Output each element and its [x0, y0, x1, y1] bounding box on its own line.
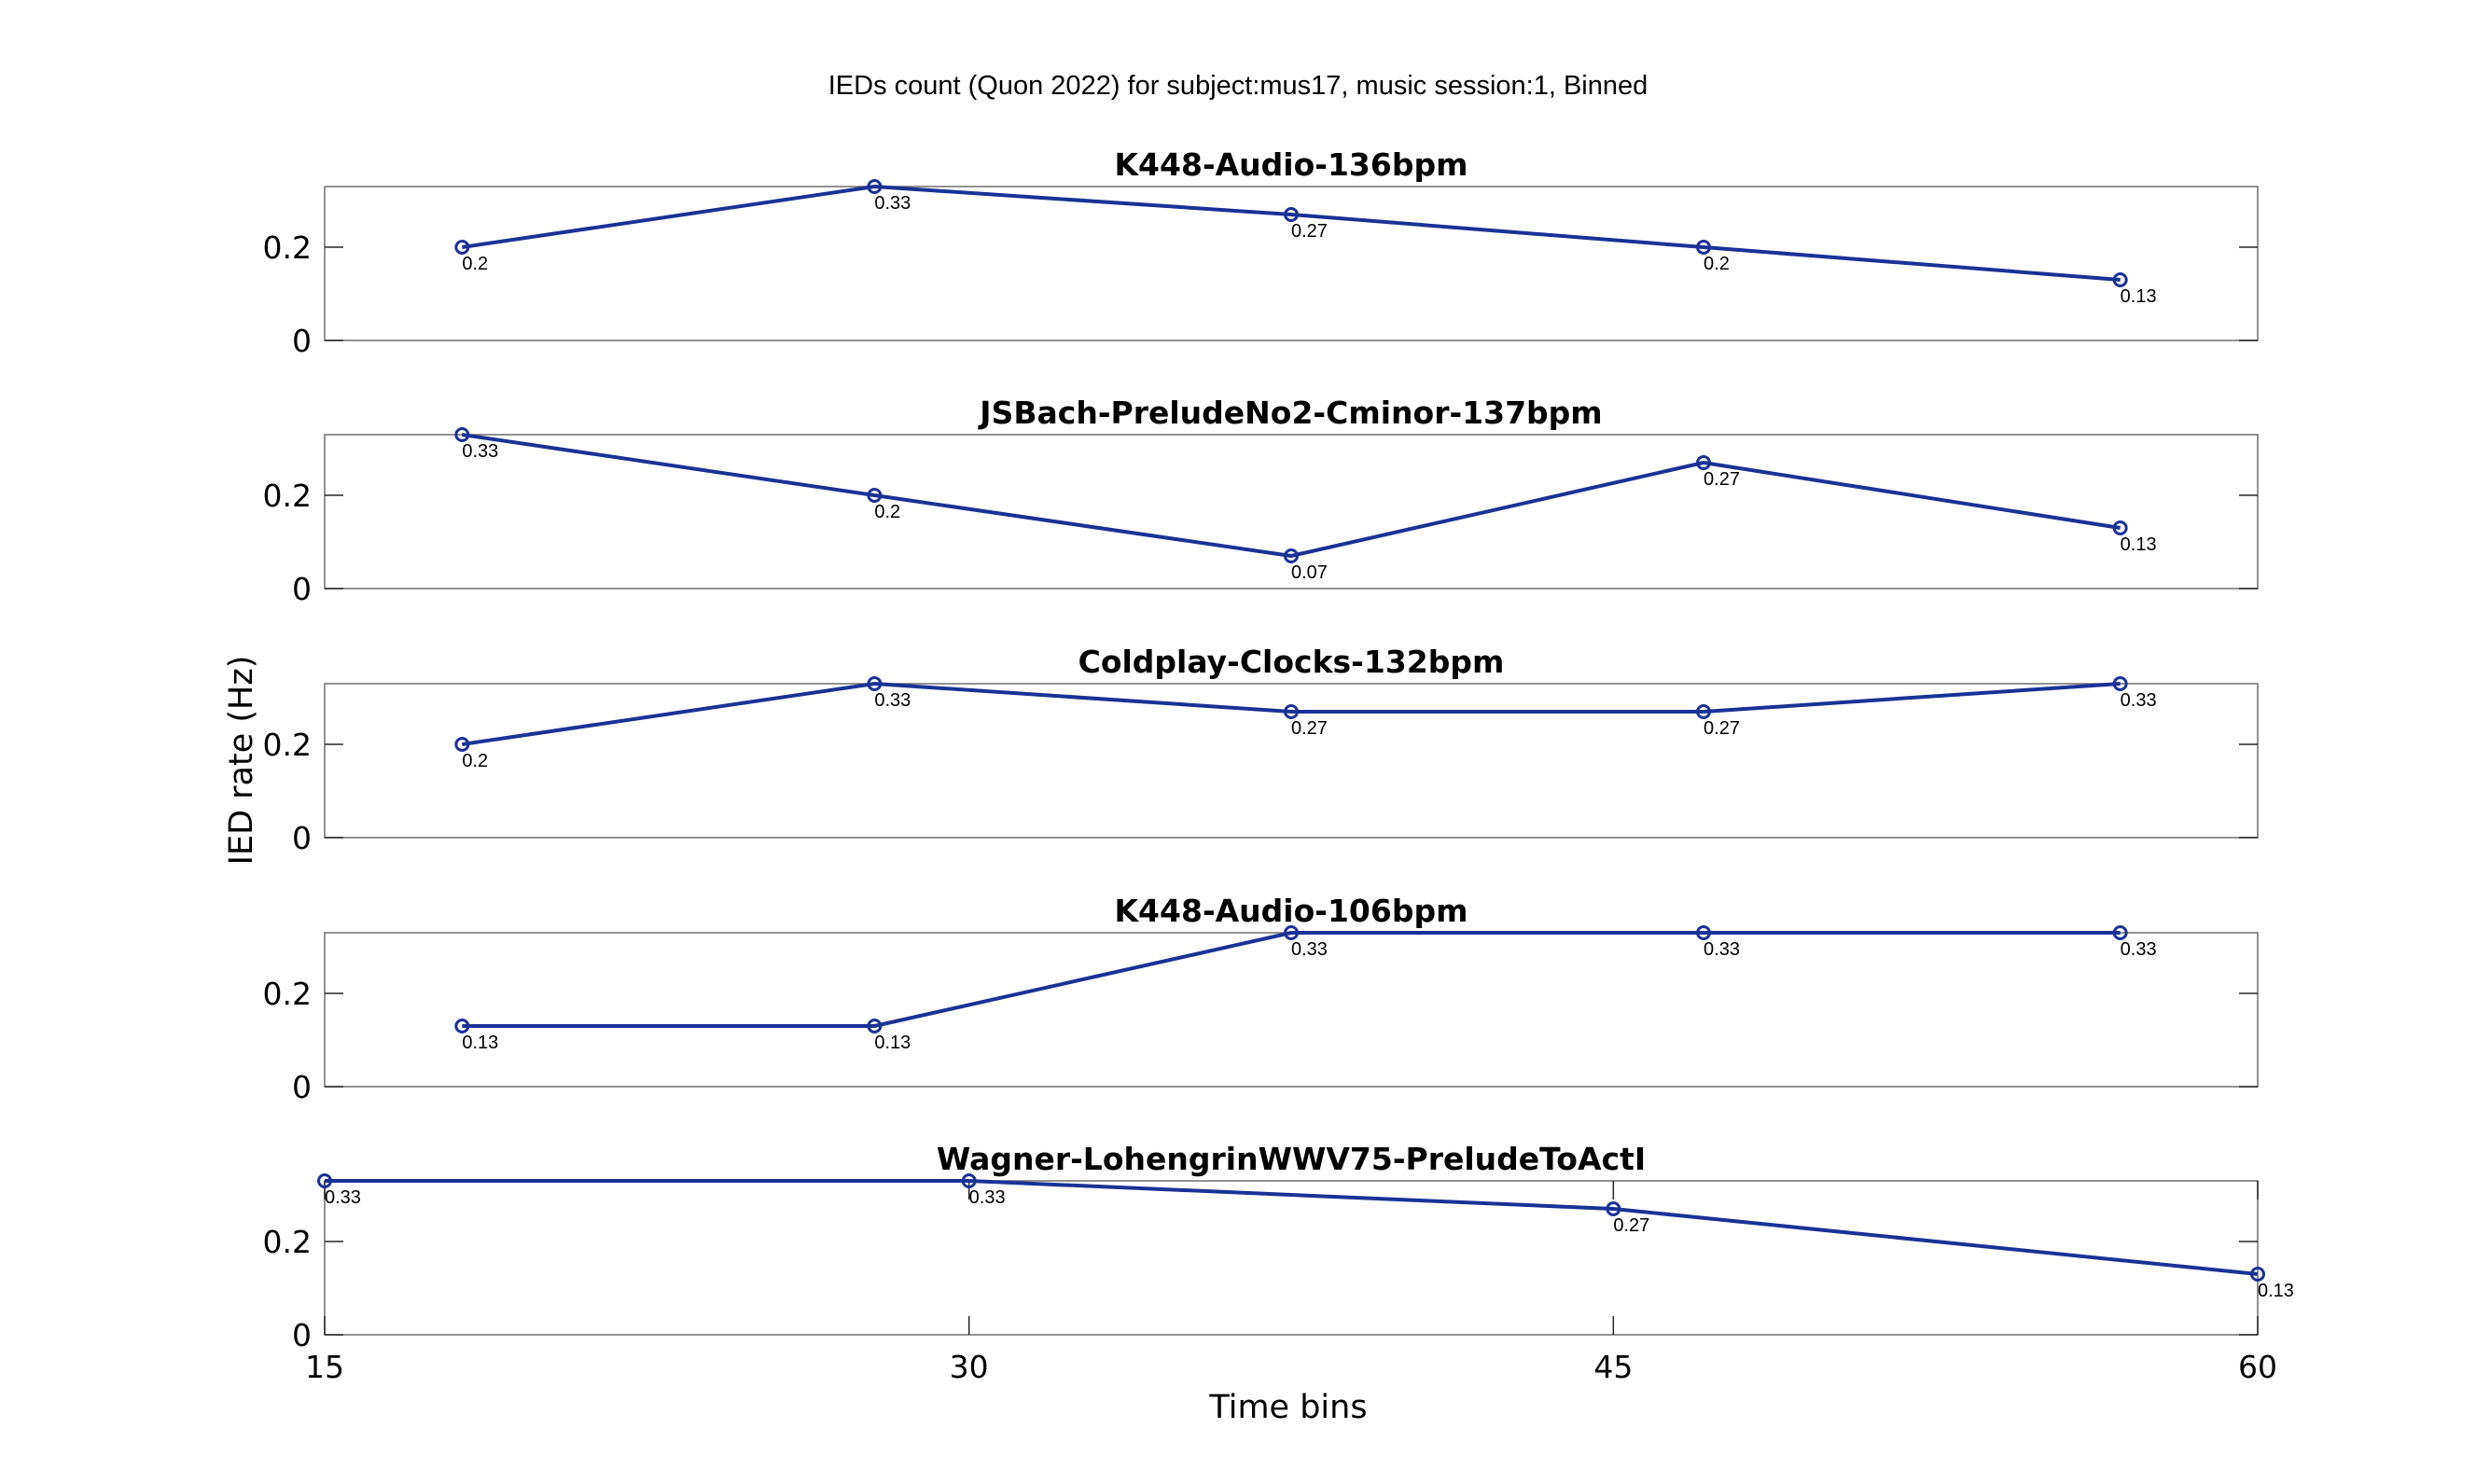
y-tick-label: 0.2	[263, 1224, 312, 1260]
data-label: 0.33	[2121, 939, 2157, 960]
axes-box	[324, 1180, 2259, 1336]
data-point	[317, 1173, 332, 1188]
data-point	[867, 1019, 883, 1033]
subplot-1: K448-Audio-136bpm 0 0.2 0.2 0.33 0.27 0.2 0.13	[263, 146, 2259, 359]
data-point	[1284, 704, 1299, 719]
y-tick-label: 0.2	[263, 229, 312, 266]
data-label: 0.2	[1704, 254, 1730, 274]
data-label: 0.33	[1291, 939, 1328, 960]
data-label: 0.13	[874, 1033, 911, 1053]
data-label: 0.33	[325, 1187, 361, 1208]
data-point	[2112, 520, 2128, 535]
y-tick-label: 0	[292, 571, 312, 607]
series-line	[462, 185, 2121, 282]
data-label: 0.2	[874, 502, 900, 522]
x-tick-label: 45	[1593, 1349, 1633, 1385]
data-label: 0.2	[462, 254, 488, 274]
subplot-title: Wagner-LohengrinWWV75-PreludeToActI	[937, 1141, 1646, 1177]
data-point	[454, 1019, 470, 1033]
data-point	[867, 676, 883, 691]
subplot-3: Coldplay-Clocks-132bpm 0 0.2 0.2 0.33 0.27 0.2…	[263, 644, 2259, 856]
data-label: 0.33	[1704, 939, 1740, 960]
subplot-title: K448-Audio-106bpm	[1114, 893, 1468, 929]
data-label: 0.07	[1291, 562, 1328, 583]
y-tick-label: 0	[292, 1069, 312, 1105]
subplot-title: JSBach-PreludeNo2-Cminor-137bpm	[978, 395, 1602, 431]
data-point	[1696, 925, 1712, 940]
data-point	[2112, 676, 2128, 691]
data-point	[454, 427, 470, 442]
subplot-5: Wagner-LohengrinWWV75-PreludeToActI 0 0.2 1…	[263, 1141, 2294, 1385]
data-point	[1284, 548, 1299, 563]
data-label: 0.13	[2121, 534, 2157, 555]
x-tick-label: 60	[2238, 1349, 2277, 1385]
data-point	[1696, 240, 1712, 255]
series-line	[462, 433, 2121, 558]
x-tick-label: 30	[950, 1349, 989, 1385]
data-label: 0.27	[1291, 221, 1328, 242]
y-tick-label: 0.2	[263, 478, 312, 514]
data-point	[2250, 1267, 2265, 1282]
y-tick-label: 0	[292, 323, 312, 359]
data-label: 0.13	[2121, 286, 2157, 307]
data-point	[1284, 207, 1299, 222]
data-label: 0.2	[462, 751, 488, 771]
data-label: 0.33	[874, 193, 911, 214]
data-label: 0.27	[1704, 718, 1740, 739]
data-label: 0.33	[462, 441, 498, 462]
data-label: 0.27	[1291, 718, 1328, 739]
data-point	[454, 737, 470, 752]
axes-box	[324, 186, 2259, 341]
figure-title: IEDs count (Quon 2022) for subject:mus17…	[828, 71, 1648, 101]
y-tick-label: 0.2	[263, 727, 312, 763]
x-tick-label: 15	[305, 1349, 344, 1385]
data-point	[2112, 272, 2128, 287]
series-line	[325, 1179, 2259, 1276]
data-label: 0.27	[1613, 1215, 1649, 1236]
data-point	[454, 240, 470, 255]
data-point	[1696, 455, 1712, 470]
data-point	[2112, 925, 2128, 940]
axes-box	[324, 434, 2259, 589]
data-point	[867, 179, 883, 194]
data-point	[1696, 704, 1712, 719]
y-tick-label: 0	[292, 820, 312, 856]
y-axis-label: IED rate (Hz)	[223, 656, 260, 866]
subplot-title: K448-Audio-136bpm	[1114, 146, 1468, 183]
subplot-title: Coldplay-Clocks-132bpm	[1078, 644, 1505, 680]
y-tick-label: 0.2	[263, 976, 312, 1012]
data-point	[961, 1173, 977, 1188]
data-point	[1606, 1201, 1621, 1216]
y-tick-label: 0	[292, 1317, 312, 1353]
data-label: 0.33	[874, 690, 911, 711]
data-label: 0.33	[969, 1187, 1006, 1208]
x-axis-label: Time bins	[1208, 1389, 1367, 1426]
data-point	[867, 488, 883, 503]
data-point	[1284, 925, 1299, 940]
data-label: 0.27	[1704, 469, 1740, 490]
data-label: 0.13	[2258, 1281, 2294, 1301]
data-label: 0.33	[2121, 690, 2157, 711]
series-line	[462, 682, 2121, 746]
axes-box	[324, 683, 2259, 839]
subplot-2: JSBach-PreludeNo2-Cminor-137bpm 0 0.2 0.33 0…	[263, 395, 2259, 607]
data-label: 0.13	[462, 1033, 498, 1053]
series-line	[462, 931, 2121, 1028]
subplot-4: K448-Audio-106bpm 0 0.2 0.13 0.13 0.33 0.33 0.3…	[263, 893, 2259, 1105]
